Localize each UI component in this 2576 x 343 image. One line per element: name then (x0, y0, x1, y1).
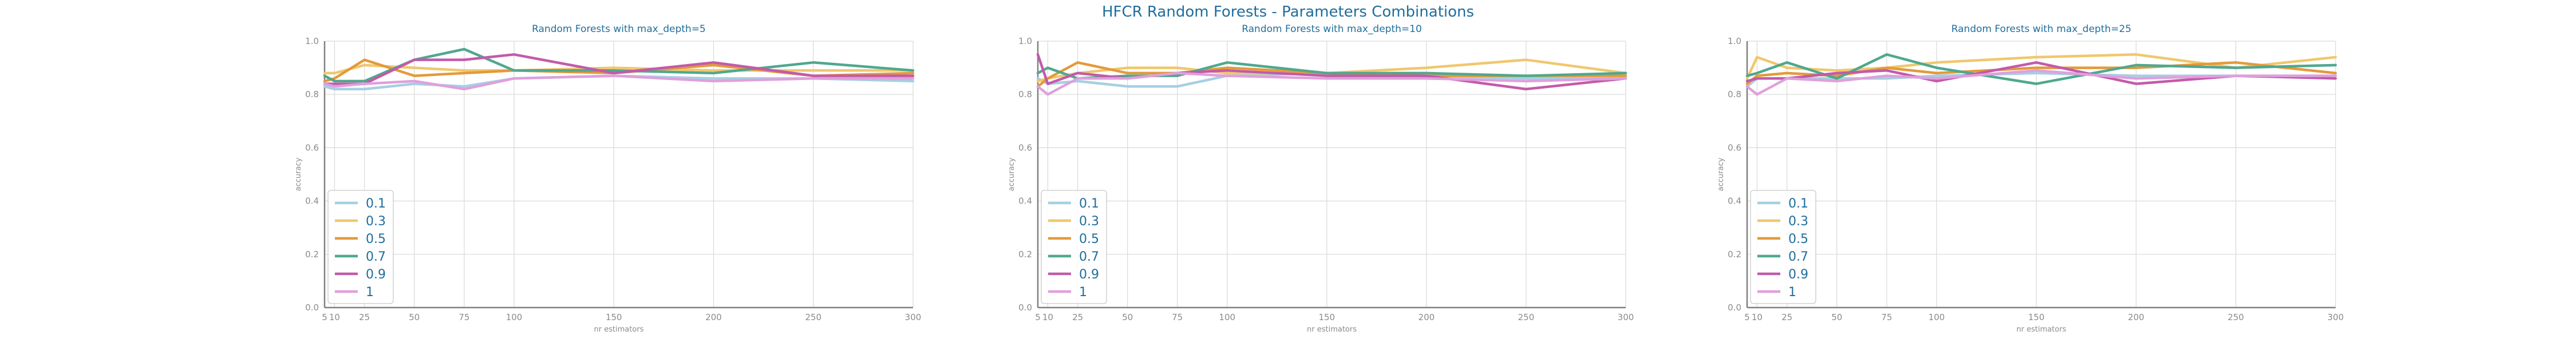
chart-panel-2: 0.0 0.2 0.4 0.6 0.8 1.0 5 10 25 50 75 100 150 200 250 3… (1008, 23, 1634, 334)
y-tick-label: 0.0 (1728, 302, 1741, 313)
x-tick-label: 25 (1781, 312, 1792, 322)
x-tick-label: 250 (805, 312, 821, 322)
legend-label: 0.3 (1079, 214, 1099, 229)
y-axis-label: accuracy (1008, 157, 1016, 191)
x-tick-label: 10 (329, 312, 340, 322)
x-tick-label: 200 (705, 312, 722, 322)
legend-label: 0.9 (366, 268, 386, 282)
y-axis-label: accuracy (1717, 157, 1725, 191)
y-tick-label: 1.0 (305, 36, 319, 46)
x-tick-label: 300 (1618, 312, 1634, 322)
legend-label: 0.9 (1788, 268, 1808, 282)
y-tick-label: 0.6 (1018, 142, 1032, 153)
x-tick-label: 75 (459, 312, 469, 322)
chart-title: Random Forests with max_depth=10 (1242, 23, 1422, 35)
x-tick-label: 200 (1419, 312, 1435, 322)
x-tick-label: 100 (506, 312, 523, 322)
y-tick-label: 0.8 (1728, 89, 1741, 99)
legend-box (327, 190, 394, 304)
legend-label: 0.1 (1079, 197, 1099, 211)
x-tick-label: 5 (322, 312, 327, 322)
legend-label: 0.7 (1788, 250, 1808, 264)
chart-panel-3: 0.0 0.2 0.4 0.6 0.8 1.0 5 10 25 50 75 100 150 200 250 3… (1717, 23, 2344, 334)
series-line-0.3 (1745, 53, 2337, 80)
legend-label: 0.3 (1788, 214, 1808, 229)
legend-label: 0.5 (1079, 232, 1099, 246)
y-tick-label: 0.4 (305, 196, 319, 206)
legend-label: 0.7 (1079, 250, 1099, 264)
series-line-1 (323, 74, 915, 91)
y-tick-label: 0.6 (305, 142, 319, 153)
legend-label: 0.1 (1788, 197, 1808, 211)
y-tick-label: 0.2 (305, 249, 319, 260)
legend-label: 0.3 (366, 214, 386, 229)
x-tick-label: 300 (2328, 312, 2344, 322)
y-tick-label: 0.0 (1018, 302, 1032, 313)
series-line-0.9 (1745, 61, 2337, 85)
x-tick-label: 5 (1035, 312, 1041, 322)
x-tick-label: 50 (409, 312, 420, 322)
legend-label: 1 (366, 285, 374, 300)
x-tick-label: 25 (359, 312, 370, 322)
x-tick-label: 250 (1518, 312, 1535, 322)
x-tick-label: 300 (905, 312, 922, 322)
legend-label: 0.7 (366, 250, 386, 264)
chart-title: Random Forests with max_depth=25 (1951, 23, 2132, 35)
x-axis-label: nr estimators (594, 325, 644, 334)
series-line-1 (1745, 69, 2337, 96)
x-tick-label: 250 (2227, 312, 2244, 322)
series-line-0.1 (323, 74, 915, 91)
x-axis-label: nr estimators (2017, 325, 2067, 334)
legend-box (1041, 190, 1107, 304)
figure-title: HFCR Random Forests - Parameters Combina… (1101, 3, 1475, 21)
y-tick-label: 1.0 (1018, 36, 1032, 46)
legend-label: 0.5 (366, 232, 386, 246)
y-tick-label: 0.4 (1018, 196, 1032, 206)
x-tick-label: 200 (2128, 312, 2144, 322)
x-tick-label: 75 (1881, 312, 1892, 322)
series-line-0.1 (1036, 71, 1627, 88)
y-tick-label: 0.2 (1018, 249, 1032, 260)
x-tick-label: 150 (2028, 312, 2045, 322)
x-tick-label: 150 (606, 312, 622, 322)
y-tick-label: 0.0 (305, 302, 319, 313)
series-line-0.7 (1036, 61, 1627, 80)
x-tick-label: 25 (1072, 312, 1083, 322)
x-tick-label: 5 (1744, 312, 1750, 322)
chart-panel-1: 0.0 0.2 0.4 0.6 0.8 1.0 5 10 25 50 75 100 150 200 250 3… (294, 23, 921, 334)
y-tick-label: 0.2 (1728, 249, 1741, 260)
y-tick-label: 0.4 (1728, 196, 1741, 206)
y-axis-label: accuracy (294, 157, 303, 191)
legend-label: 0.9 (1079, 268, 1099, 282)
y-tick-label: 1.0 (1728, 36, 1741, 46)
x-tick-label: 100 (1219, 312, 1235, 322)
chart-title: Random Forests with max_depth=5 (532, 23, 706, 35)
x-tick-label: 50 (1122, 312, 1133, 322)
x-tick-label: 50 (1831, 312, 1842, 322)
y-tick-label: 0.8 (1018, 89, 1032, 99)
legend-box (1750, 190, 1816, 304)
series-line-0.9 (323, 53, 915, 85)
legend-label: 0.5 (1788, 232, 1808, 246)
x-tick-label: 10 (1042, 312, 1053, 322)
x-tick-label: 100 (1929, 312, 1945, 322)
series-line-0.7 (323, 47, 915, 83)
series-line-0.5 (1745, 61, 2337, 85)
x-tick-label: 75 (1172, 312, 1183, 322)
series-line-0.7 (1745, 53, 2337, 85)
legend-label: 0.1 (366, 197, 386, 211)
x-tick-label: 10 (1752, 312, 1763, 322)
y-tick-label: 0.6 (1728, 142, 1741, 153)
x-axis-label: nr estimators (1307, 325, 1357, 334)
y-tick-label: 0.8 (305, 89, 319, 99)
legend-label: 1 (1079, 285, 1087, 300)
series-line-0.5 (323, 58, 915, 83)
x-tick-label: 150 (1318, 312, 1335, 322)
series-line-0.9 (1036, 53, 1627, 91)
legend-label: 1 (1788, 285, 1796, 300)
series-line-1 (1036, 71, 1627, 96)
